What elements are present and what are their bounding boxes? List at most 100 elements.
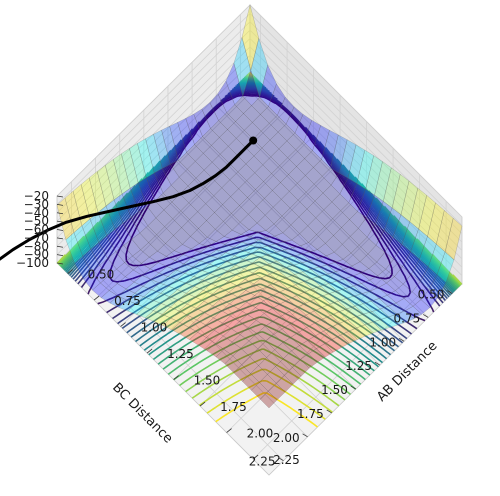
surface-patch: [158, 266, 177, 277]
surface-patch: [383, 167, 401, 209]
surface-patch: [206, 228, 225, 242]
surface-patch: [265, 223, 284, 237]
surface-patch: [330, 172, 349, 195]
surface-patch: [282, 224, 301, 241]
surface-patch: [275, 249, 294, 259]
surface-patch: [207, 241, 226, 250]
surface-patch: [378, 294, 397, 307]
surface-patch: [275, 374, 294, 393]
surface-patch: [81, 218, 100, 250]
surface-patch: [186, 144, 204, 162]
surface-patch: [148, 250, 167, 263]
surface-patch: [216, 244, 235, 253]
surface-patch: [269, 270, 288, 282]
bc-tick-label: 1.00: [369, 335, 396, 349]
surface-patch: [177, 118, 195, 153]
surface-patch: [278, 277, 297, 289]
surface-patch: [368, 261, 387, 277]
surface-patch: [107, 251, 125, 270]
surface-patch: [259, 254, 278, 265]
surface-patch: [322, 314, 341, 328]
surface-patch: [247, 319, 266, 334]
surface-patch: [297, 314, 316, 328]
surface-patch: [205, 317, 223, 331]
pane-gridline: [56, 21, 251, 214]
pane-gridline: [249, 54, 463, 268]
surface-patch: [385, 258, 403, 277]
surface-patch: [153, 168, 172, 194]
surface-patch: [157, 256, 176, 267]
surface-patch: [394, 266, 412, 285]
surface-patch: [96, 164, 115, 207]
surface-patch: [243, 262, 262, 274]
surface-patch: [255, 312, 274, 327]
surface-patch: [352, 283, 371, 294]
surface-patch: [386, 290, 405, 304]
surface-patch: [231, 334, 250, 349]
surface-patch: [353, 293, 372, 304]
surface-patch: [221, 303, 239, 317]
ab-tick-label: 0.50: [88, 268, 115, 282]
surface-patch: [298, 327, 317, 341]
surface-patch: [318, 264, 337, 275]
pane-gridline: [249, 13, 463, 226]
surface-patch: [268, 260, 287, 271]
surface-patch: [243, 105, 261, 123]
surface-patch: [160, 286, 178, 297]
surface-patch: [147, 217, 166, 236]
ab-tick-label: 0.75: [114, 294, 141, 308]
surface-patch: [313, 159, 331, 177]
surface-patch: [233, 36, 252, 98]
surface-patch: [194, 152, 213, 171]
trajectory-start-point: [249, 136, 258, 145]
surface-patch: [266, 349, 284, 367]
surface-patch: [280, 190, 299, 209]
surface-patch: [116, 262, 134, 278]
surface-patch: [291, 359, 310, 377]
surface-patch: [215, 236, 234, 245]
surface-patch: [327, 271, 346, 282]
surface-patch: [228, 285, 247, 298]
surface-patch: [377, 282, 396, 296]
surface-patch: [254, 164, 272, 182]
surface-patch: [294, 271, 313, 282]
surface-patch: [258, 245, 277, 255]
pane-gridline: [56, 63, 251, 255]
surface-patch: [358, 217, 376, 238]
surface-patch: [227, 274, 246, 286]
surface-patch: [214, 335, 233, 350]
surface-patch: [153, 129, 171, 169]
surface-patch: [152, 292, 170, 304]
ab-axis-ticks: 0.500.751.001.251.501.752.002.25: [67, 268, 300, 467]
surface-patch: [137, 177, 156, 207]
surface-patch: [232, 347, 251, 366]
surface-patch: [135, 296, 154, 308]
contour-line: [77, 89, 444, 335]
energy-tick-label: −30: [24, 197, 49, 211]
floor-gridline: [173, 188, 367, 380]
surface-patch: [290, 216, 309, 235]
surface-patch: [213, 187, 231, 205]
trajectory-layer: [0, 136, 258, 261]
surface-patch: [260, 263, 279, 275]
ab-tick-label: 1.00: [141, 321, 168, 335]
surface-patch: [296, 158, 314, 176]
surface-patch: [231, 205, 249, 223]
surface-patch: [326, 262, 345, 272]
contour-line: [215, 72, 318, 428]
surface-patch: [189, 331, 207, 346]
surface-patch: [140, 242, 158, 258]
surface-patch: [313, 175, 332, 194]
surface-patch: [256, 214, 275, 231]
surface-patch: [157, 243, 175, 257]
surface-patch: [253, 147, 272, 166]
surface-patch: [169, 122, 187, 161]
surface-patch: [391, 173, 410, 216]
surface-patch: [187, 307, 206, 321]
surface-patch: [202, 283, 221, 295]
energy-tick-label: −60: [24, 223, 49, 237]
ab-tick-label: 1.25: [167, 347, 194, 361]
ab-tick-label: 1.50: [194, 374, 221, 388]
surface-patch: [242, 69, 260, 106]
